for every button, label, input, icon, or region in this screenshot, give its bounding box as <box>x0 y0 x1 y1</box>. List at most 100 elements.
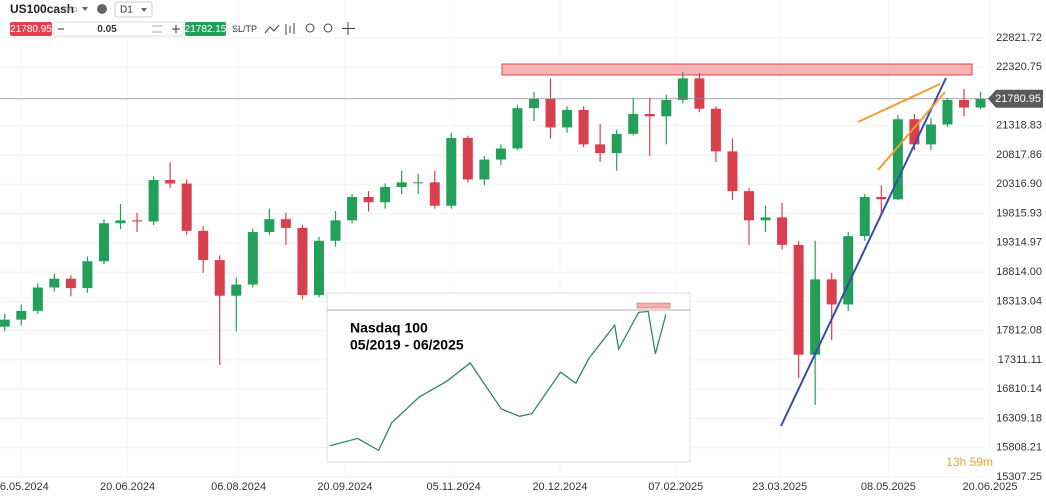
y-tick-label: 18814.00 <box>996 266 1042 278</box>
candle-body <box>876 196 887 200</box>
candle-body <box>16 310 27 320</box>
x-tick-label: 20.06.2025 <box>962 481 1017 493</box>
price-axis: 22821.72 22320.75 21318.83 20817.86 20316.90… <box>0 32 1043 493</box>
resistance-zone <box>501 63 973 76</box>
zoom-out-icon[interactable] <box>305 23 315 33</box>
line-tool-icon[interactable] <box>264 24 280 34</box>
candle-body <box>429 182 440 206</box>
inset-zone <box>636 302 671 309</box>
candle-body <box>562 109 573 128</box>
candle-tool-icon[interactable] <box>285 23 295 35</box>
candle-body <box>82 261 93 289</box>
candle-body <box>975 98 986 108</box>
candle-body <box>892 119 903 200</box>
inset: Nasdaq 100 05/2019 - 06/2025 <box>326 292 691 463</box>
candle-body <box>462 137 473 180</box>
candle-body <box>843 236 854 305</box>
candle-body <box>181 183 192 231</box>
plus-icon[interactable] <box>172 25 180 33</box>
x-tick-label: 20.09.2024 <box>317 481 372 493</box>
y-tick-label: 20316.90 <box>996 178 1042 190</box>
candle-body <box>446 137 457 206</box>
wedge-line <box>877 91 946 171</box>
info-icon[interactable] <box>97 4 107 14</box>
candle-body <box>313 240 324 296</box>
y-tick-label: 17311.11 <box>998 354 1042 366</box>
candle-body <box>760 217 771 221</box>
x-tick-label: 06.05.2024 <box>0 481 49 493</box>
swap-icon[interactable] <box>152 25 162 33</box>
candle-body <box>545 98 556 128</box>
y-tick-label: 16309.18 <box>996 412 1042 424</box>
candle-body <box>959 99 970 108</box>
instrument-type: CFD <box>63 7 77 14</box>
sltp-button[interactable]: SL/TP <box>232 24 257 34</box>
candle-body <box>578 109 589 145</box>
candle-body <box>49 278 60 288</box>
candle-body <box>925 124 936 145</box>
candle-body <box>909 119 920 145</box>
inset-subtitle: 05/2019 - 06/2025 <box>350 337 464 353</box>
candle-body <box>512 108 523 149</box>
candle-body <box>743 191 754 221</box>
y-tick-label: 20817.86 <box>996 149 1042 161</box>
y-tick-label: 22821.72 <box>996 32 1042 44</box>
buy-price[interactable]: 21782.15 <box>185 24 227 35</box>
dropdown-icon[interactable] <box>82 7 88 11</box>
candle-body <box>198 230 209 261</box>
x-tick-label: 23.03.2025 <box>752 481 807 493</box>
current-price-label: 21780.95 <box>995 93 1041 105</box>
sell-price[interactable]: 21780.95 <box>10 24 52 35</box>
inset-frame <box>326 292 691 463</box>
x-tick-label: 06.08.2024 <box>211 481 266 493</box>
candle-body <box>98 223 109 262</box>
y-tick-label: 22320.75 <box>996 61 1042 73</box>
lot-box[interactable] <box>53 21 184 37</box>
candle-body <box>413 182 424 184</box>
candle-body <box>727 151 738 192</box>
y-tick-label: 17812.08 <box>996 325 1042 337</box>
candle-body <box>148 180 159 222</box>
candles <box>0 71 990 405</box>
buy-button[interactable] <box>185 22 226 36</box>
y-tick-label: 15307.25 <box>996 471 1042 483</box>
current-price-tag <box>988 89 1043 108</box>
candle-body <box>595 144 606 154</box>
inset-line <box>329 310 667 452</box>
sell-button[interactable] <box>10 22 52 36</box>
x-tick-label: 07.02.2025 <box>648 481 703 493</box>
candle-body <box>528 98 539 109</box>
candle-body <box>231 284 242 296</box>
timeframe[interactable]: D1 <box>120 5 133 16</box>
candle-body <box>826 279 837 305</box>
candle-body <box>396 182 407 188</box>
symbol[interactable]: US100cash <box>10 2 74 16</box>
zoom-in-icon[interactable] <box>323 23 333 33</box>
y-tick-label: 21318.83 <box>996 120 1042 132</box>
candle-body <box>611 133 622 154</box>
dropdown-icon[interactable] <box>141 8 147 12</box>
y-tick-label: 16810.14 <box>996 383 1042 395</box>
candle-body <box>810 279 821 355</box>
timeframe-box[interactable] <box>114 1 153 18</box>
candle-body <box>0 319 10 327</box>
x-tick-label: 05.11.2024 <box>427 481 481 493</box>
timer: 13h 59m <box>946 455 993 469</box>
candle-body <box>628 113 639 134</box>
candle-body <box>165 180 176 184</box>
crosshair-icon[interactable] <box>342 22 355 35</box>
candle-body <box>495 148 506 160</box>
candle-body <box>264 219 275 233</box>
candle-body <box>644 113 655 117</box>
candle-body <box>297 227 308 296</box>
lot-size[interactable]: 0.05 <box>97 24 117 35</box>
y-tick-label: 18313.04 <box>996 295 1042 307</box>
x-tick-label: 20.06.2024 <box>100 481 155 493</box>
x-tick-label: 08.05.2025 <box>861 481 916 493</box>
candle-body <box>214 260 225 296</box>
toolbar: US100cash CFD D1 21780.95 0.05 21782.15 … <box>10 1 355 37</box>
candle-body <box>115 220 126 224</box>
candle-body <box>661 99 672 117</box>
candle-body <box>330 220 341 241</box>
